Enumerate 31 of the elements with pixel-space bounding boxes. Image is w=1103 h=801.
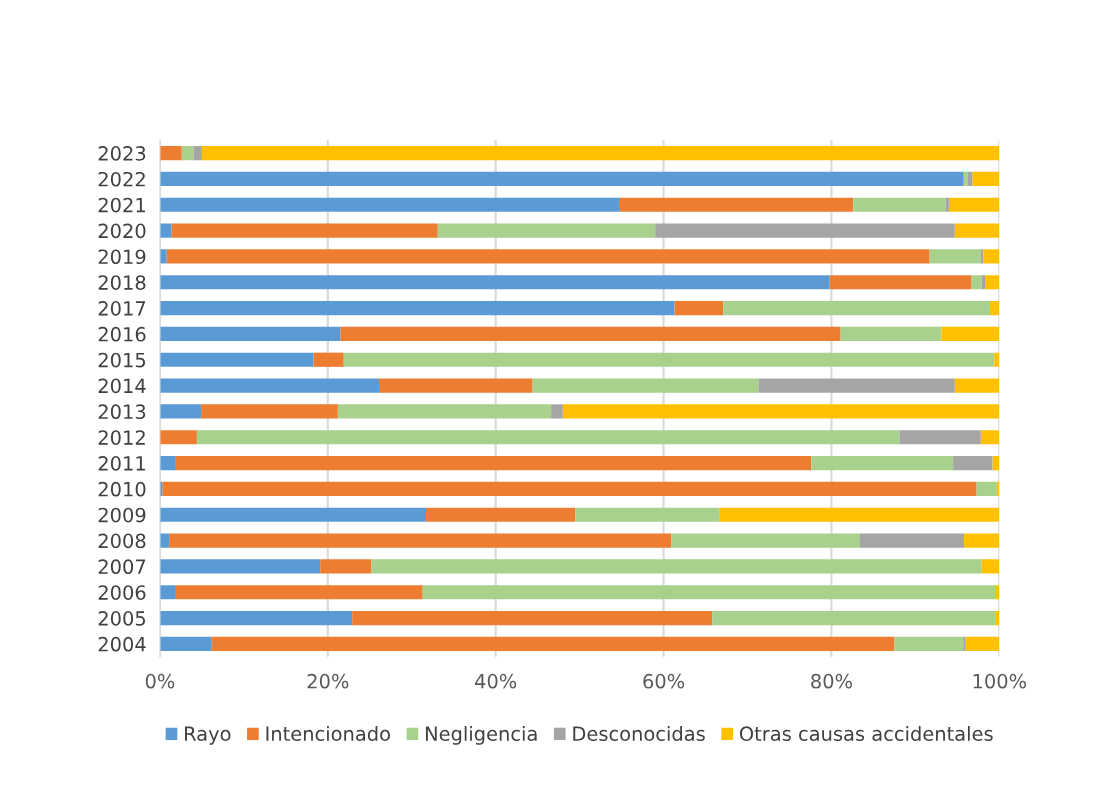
y-tick-label: 2012 bbox=[98, 430, 145, 445]
legend-label: Desconocidas bbox=[573, 725, 705, 742]
y-tick-label: 2016 bbox=[98, 326, 146, 342]
y-tick-label: 2009 bbox=[98, 507, 146, 523]
y-tick-label: 2023 bbox=[98, 146, 146, 161]
y-tick-label: 2017 bbox=[98, 301, 146, 316]
legend-label: Otras causas accidentales bbox=[739, 725, 993, 742]
x-tick-label: 20% bbox=[307, 673, 349, 689]
legend-label: Intencionado bbox=[266, 725, 390, 742]
x-tick-label: 60% bbox=[643, 673, 685, 689]
x-tick-label: 40% bbox=[475, 673, 517, 689]
y-tick-label: 2011 bbox=[98, 456, 145, 471]
y-tick-label: 2018 bbox=[98, 275, 146, 290]
y-tick-label: 2005 bbox=[98, 611, 146, 626]
y-tick-label: 2006 bbox=[98, 585, 146, 600]
y-tick-label: 2008 bbox=[98, 533, 146, 549]
y-tick-label: 2020 bbox=[98, 223, 146, 239]
x-tick-label: 100% bbox=[973, 673, 1027, 689]
y-tick-label: 2010 bbox=[98, 481, 146, 497]
y-tick-label: 2021 bbox=[98, 197, 145, 213]
x-tick-label: 0% bbox=[145, 673, 175, 689]
y-tick-label: 2013 bbox=[98, 404, 146, 420]
y-tick-label: 2007 bbox=[98, 559, 146, 575]
y-tick-label: 2022 bbox=[98, 171, 145, 187]
legend-label: Negligencia bbox=[425, 725, 537, 745]
y-tick-label: 2014 bbox=[98, 378, 146, 394]
legend-label: Rayo bbox=[185, 726, 231, 745]
y-tick-label: 2015 bbox=[98, 352, 146, 368]
x-tick-label: 80% bbox=[811, 673, 852, 689]
y-tick-label: 2019 bbox=[98, 249, 146, 265]
y-tick-label: 2004 bbox=[98, 636, 146, 652]
